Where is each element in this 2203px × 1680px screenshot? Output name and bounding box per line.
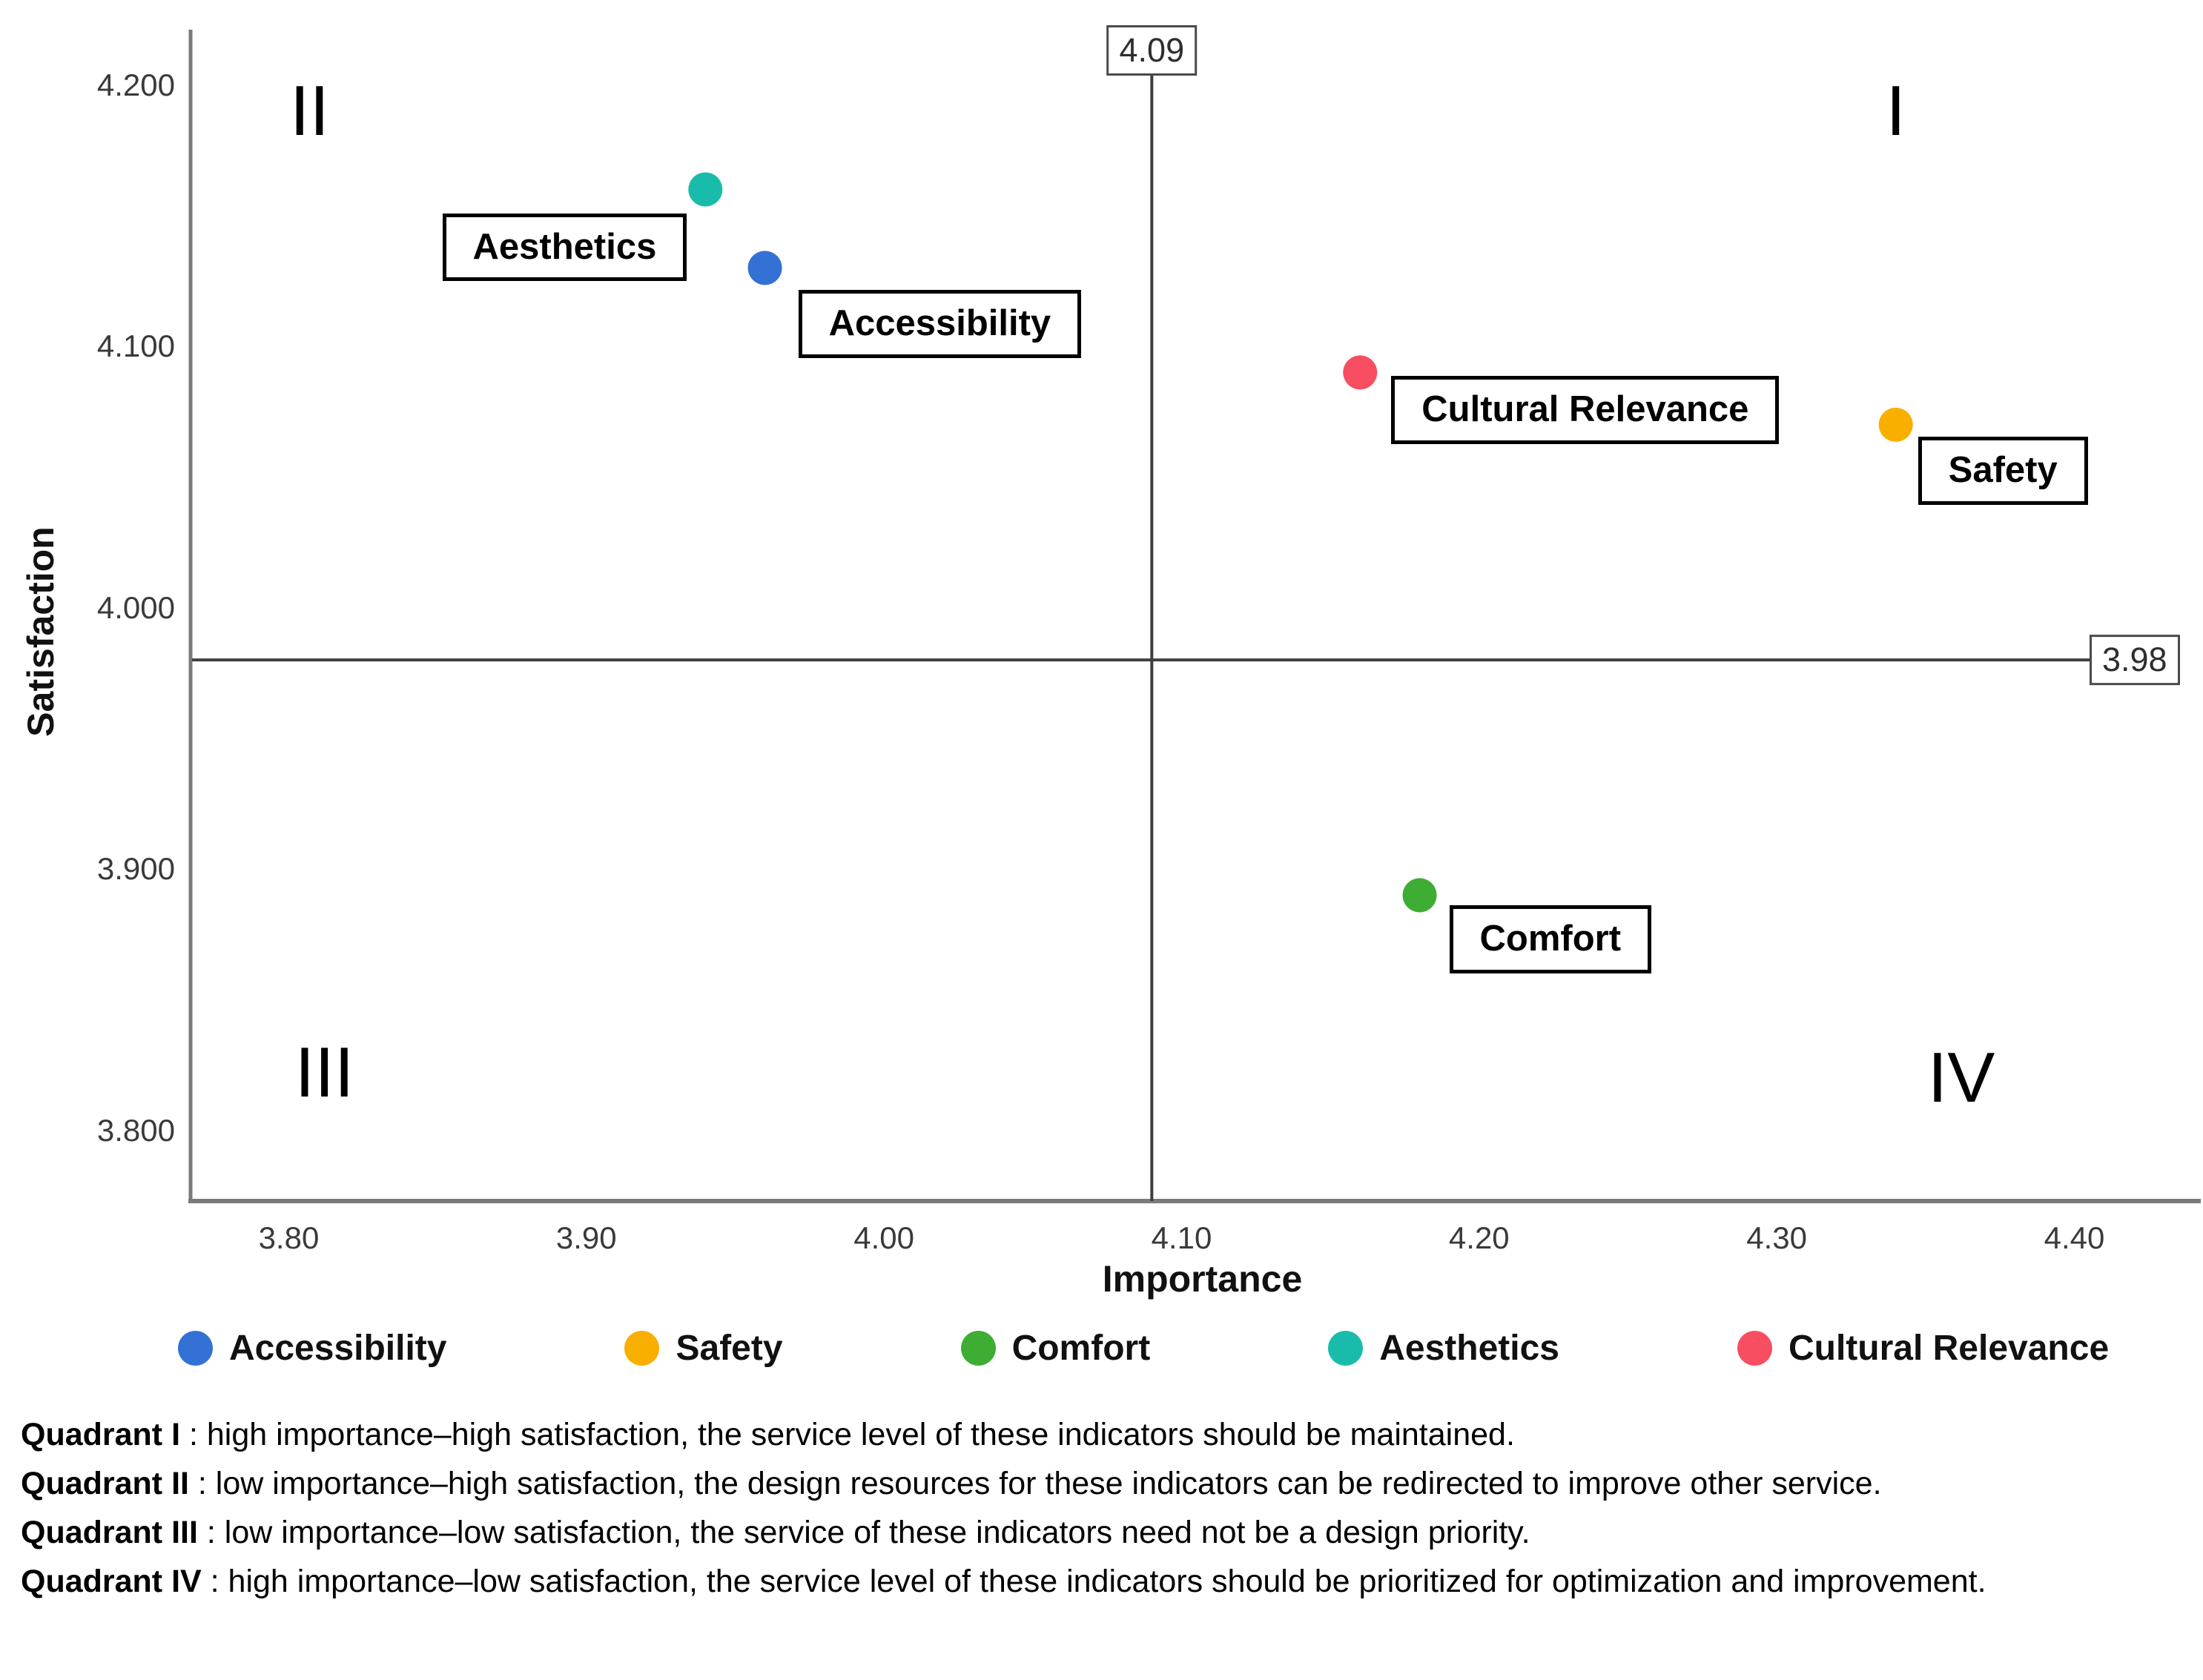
x-axis-title: Importance (1102, 1258, 1303, 1300)
x-tick-label: 4.30 (1746, 1220, 1808, 1255)
legend-item-comfort: Comfort (960, 1328, 1151, 1369)
data-point-comfort (1402, 878, 1437, 913)
legend-item-aesthetics: Aesthetics (1328, 1328, 1559, 1369)
note-line: Quadrant II : low importance–high satisf… (21, 1459, 2182, 1508)
note-quadrant-prefix: Quadrant III (21, 1515, 198, 1550)
note-text: : high importance–low satisfaction, the … (201, 1564, 1986, 1599)
legend-label: Cultural Relevance (1788, 1328, 2110, 1368)
legend-label: Accessibility (229, 1328, 447, 1368)
y-tick-label: 4.200 (96, 67, 175, 102)
crosshair-x-value-box: 4.09 (1106, 25, 1198, 76)
note-text: : high importance–high satisfaction, the… (180, 1417, 1515, 1452)
plot-canvas (188, 30, 2201, 1203)
point-label-aesthetics: Aesthetics (442, 213, 687, 282)
legend-label: Safety (676, 1328, 783, 1368)
x-tick-label: 4.40 (2044, 1220, 2105, 1255)
legend-swatch-icon (960, 1330, 996, 1366)
data-point-safety (1878, 407, 1913, 442)
quadrant-notes: Quadrant I : high importance–high satisf… (0, 1383, 2203, 1606)
point-label-safety: Safety (1918, 436, 2088, 505)
x-tick-label: 3.90 (555, 1220, 617, 1255)
quadrant-label-i: I (1886, 70, 1906, 151)
x-tick-label: 4.20 (1448, 1220, 1510, 1255)
legend: Accessibility Safety Comfort Aesthetics Cult… (0, 1312, 2203, 1383)
legend-swatch-icon (1737, 1330, 1772, 1366)
legend-swatch-icon (624, 1330, 660, 1366)
crosshair-y-value-box: 3.98 (2090, 635, 2180, 686)
data-point-accessibility (747, 251, 782, 285)
note-line: Quadrant III : low importance–low satisf… (21, 1508, 2182, 1557)
note-line: Quadrant I : high importance–high satisf… (21, 1410, 2182, 1459)
quadrant-label-iv: IV (1927, 1038, 1995, 1118)
legend-label: Aesthetics (1379, 1328, 1559, 1368)
x-tick-label: 4.00 (853, 1220, 914, 1255)
y-tick-label: 3.800 (96, 1112, 175, 1148)
data-point-aesthetics (688, 172, 723, 207)
data-point-cultural-relevance (1343, 355, 1378, 390)
legend-item-accessibility: Accessibility (178, 1328, 446, 1369)
legend-item-cultural-relevance: Cultural Relevance (1737, 1328, 2109, 1369)
y-tick-label: 4.000 (96, 589, 175, 625)
point-label-comfort: Comfort (1449, 905, 1652, 974)
legend-swatch-icon (178, 1330, 213, 1366)
quadrant-label-iii: III (294, 1033, 354, 1113)
y-tick-label: 3.900 (96, 851, 175, 887)
note-quadrant-prefix: Quadrant II (21, 1466, 189, 1501)
x-tick-label: 3.80 (258, 1220, 320, 1255)
note-text: : low importance–high satisfaction, the … (188, 1466, 1882, 1501)
x-tick-label: 4.10 (1151, 1220, 1212, 1255)
legend-label: Comfort (1011, 1328, 1151, 1368)
note-line: Quadrant IV : high importance–low satisf… (21, 1557, 2182, 1606)
y-axis-title: Satisfaction (20, 526, 62, 737)
y-tick-label: 4.100 (96, 328, 175, 364)
note-text: : low importance–low satisfaction, the s… (197, 1515, 1530, 1550)
scatter-plot: 3.80 3.90 4.00 4.10 4.20 4.30 4.40 3.800 3.900 4.… (20, 25, 2201, 1300)
point-label-cultural-relevance: Cultural Relevance (1391, 376, 1780, 445)
legend-item-safety: Safety (624, 1328, 783, 1369)
note-quadrant-prefix: Quadrant IV (21, 1564, 202, 1599)
note-quadrant-prefix: Quadrant I (21, 1417, 181, 1452)
point-label-accessibility: Accessibility (798, 290, 1082, 359)
legend-swatch-icon (1328, 1330, 1364, 1366)
quadrant-label-ii: II (289, 70, 330, 151)
